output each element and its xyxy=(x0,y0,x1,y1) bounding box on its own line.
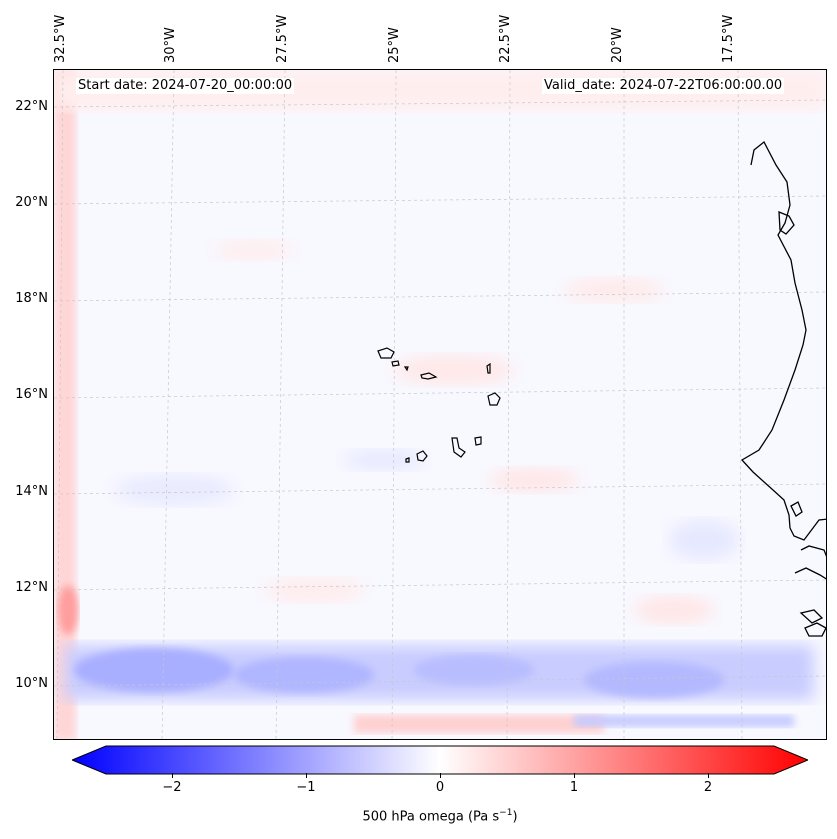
lon-label-25W: 25°W xyxy=(387,27,402,63)
lat-label-16N: 16°N xyxy=(15,387,48,402)
cape-verde-islands xyxy=(377,347,501,463)
colorbar-label-exponent: −1 xyxy=(499,808,513,818)
colorbar-label-end: ) xyxy=(512,809,518,825)
cbar-tick-mark xyxy=(708,773,709,778)
african-coastline xyxy=(740,140,826,637)
lat-label-10N: 10°N xyxy=(15,676,48,691)
cbar-tick-label: −2 xyxy=(162,780,182,795)
lat-label-12N: 12°N xyxy=(15,580,48,595)
cbar-tick-label: 2 xyxy=(703,780,713,795)
cbar-tick-mark xyxy=(172,773,173,778)
valid-date-label: Valid_date: 2024-07-22T06:00:00.00 xyxy=(542,78,785,94)
west-boundary-band xyxy=(54,70,76,739)
lon-label-30W: 30°W xyxy=(163,27,178,63)
cbar-tick-mark xyxy=(306,773,307,778)
cbar-tick-label: −1 xyxy=(296,780,316,795)
cbar-tick-label: 1 xyxy=(569,780,579,795)
lon-label-17.5W: 17.5°W xyxy=(721,14,736,63)
lat-label-14N: 14°N xyxy=(15,484,48,499)
lon-label-20W: 20°W xyxy=(610,27,625,63)
lon-label-22.5W: 22.5°W xyxy=(498,14,513,63)
colorbar xyxy=(70,745,810,775)
cbar-tick-mark xyxy=(440,773,441,778)
lon-label-32.5W: 32.5°W xyxy=(53,14,68,63)
cbar-tick-mark xyxy=(574,773,575,778)
cbar-tick-label: 0 xyxy=(435,780,445,795)
lat-label-18N: 18°N xyxy=(15,291,48,306)
start-date-label: Start date: 2024-07-20_00:00:00 xyxy=(76,78,295,94)
lon-label-27.5W: 27.5°W xyxy=(275,14,290,63)
lat-label-20N: 20°N xyxy=(15,195,48,210)
lat-label-22N: 22°N xyxy=(15,99,48,114)
omega-field xyxy=(54,70,826,739)
map-panel xyxy=(53,69,827,740)
graticule xyxy=(54,70,826,739)
colorbar-label: 500 hPa omega (Pa s−1) xyxy=(0,808,837,824)
colorbar-label-text: 500 hPa omega (Pa s xyxy=(362,809,500,825)
